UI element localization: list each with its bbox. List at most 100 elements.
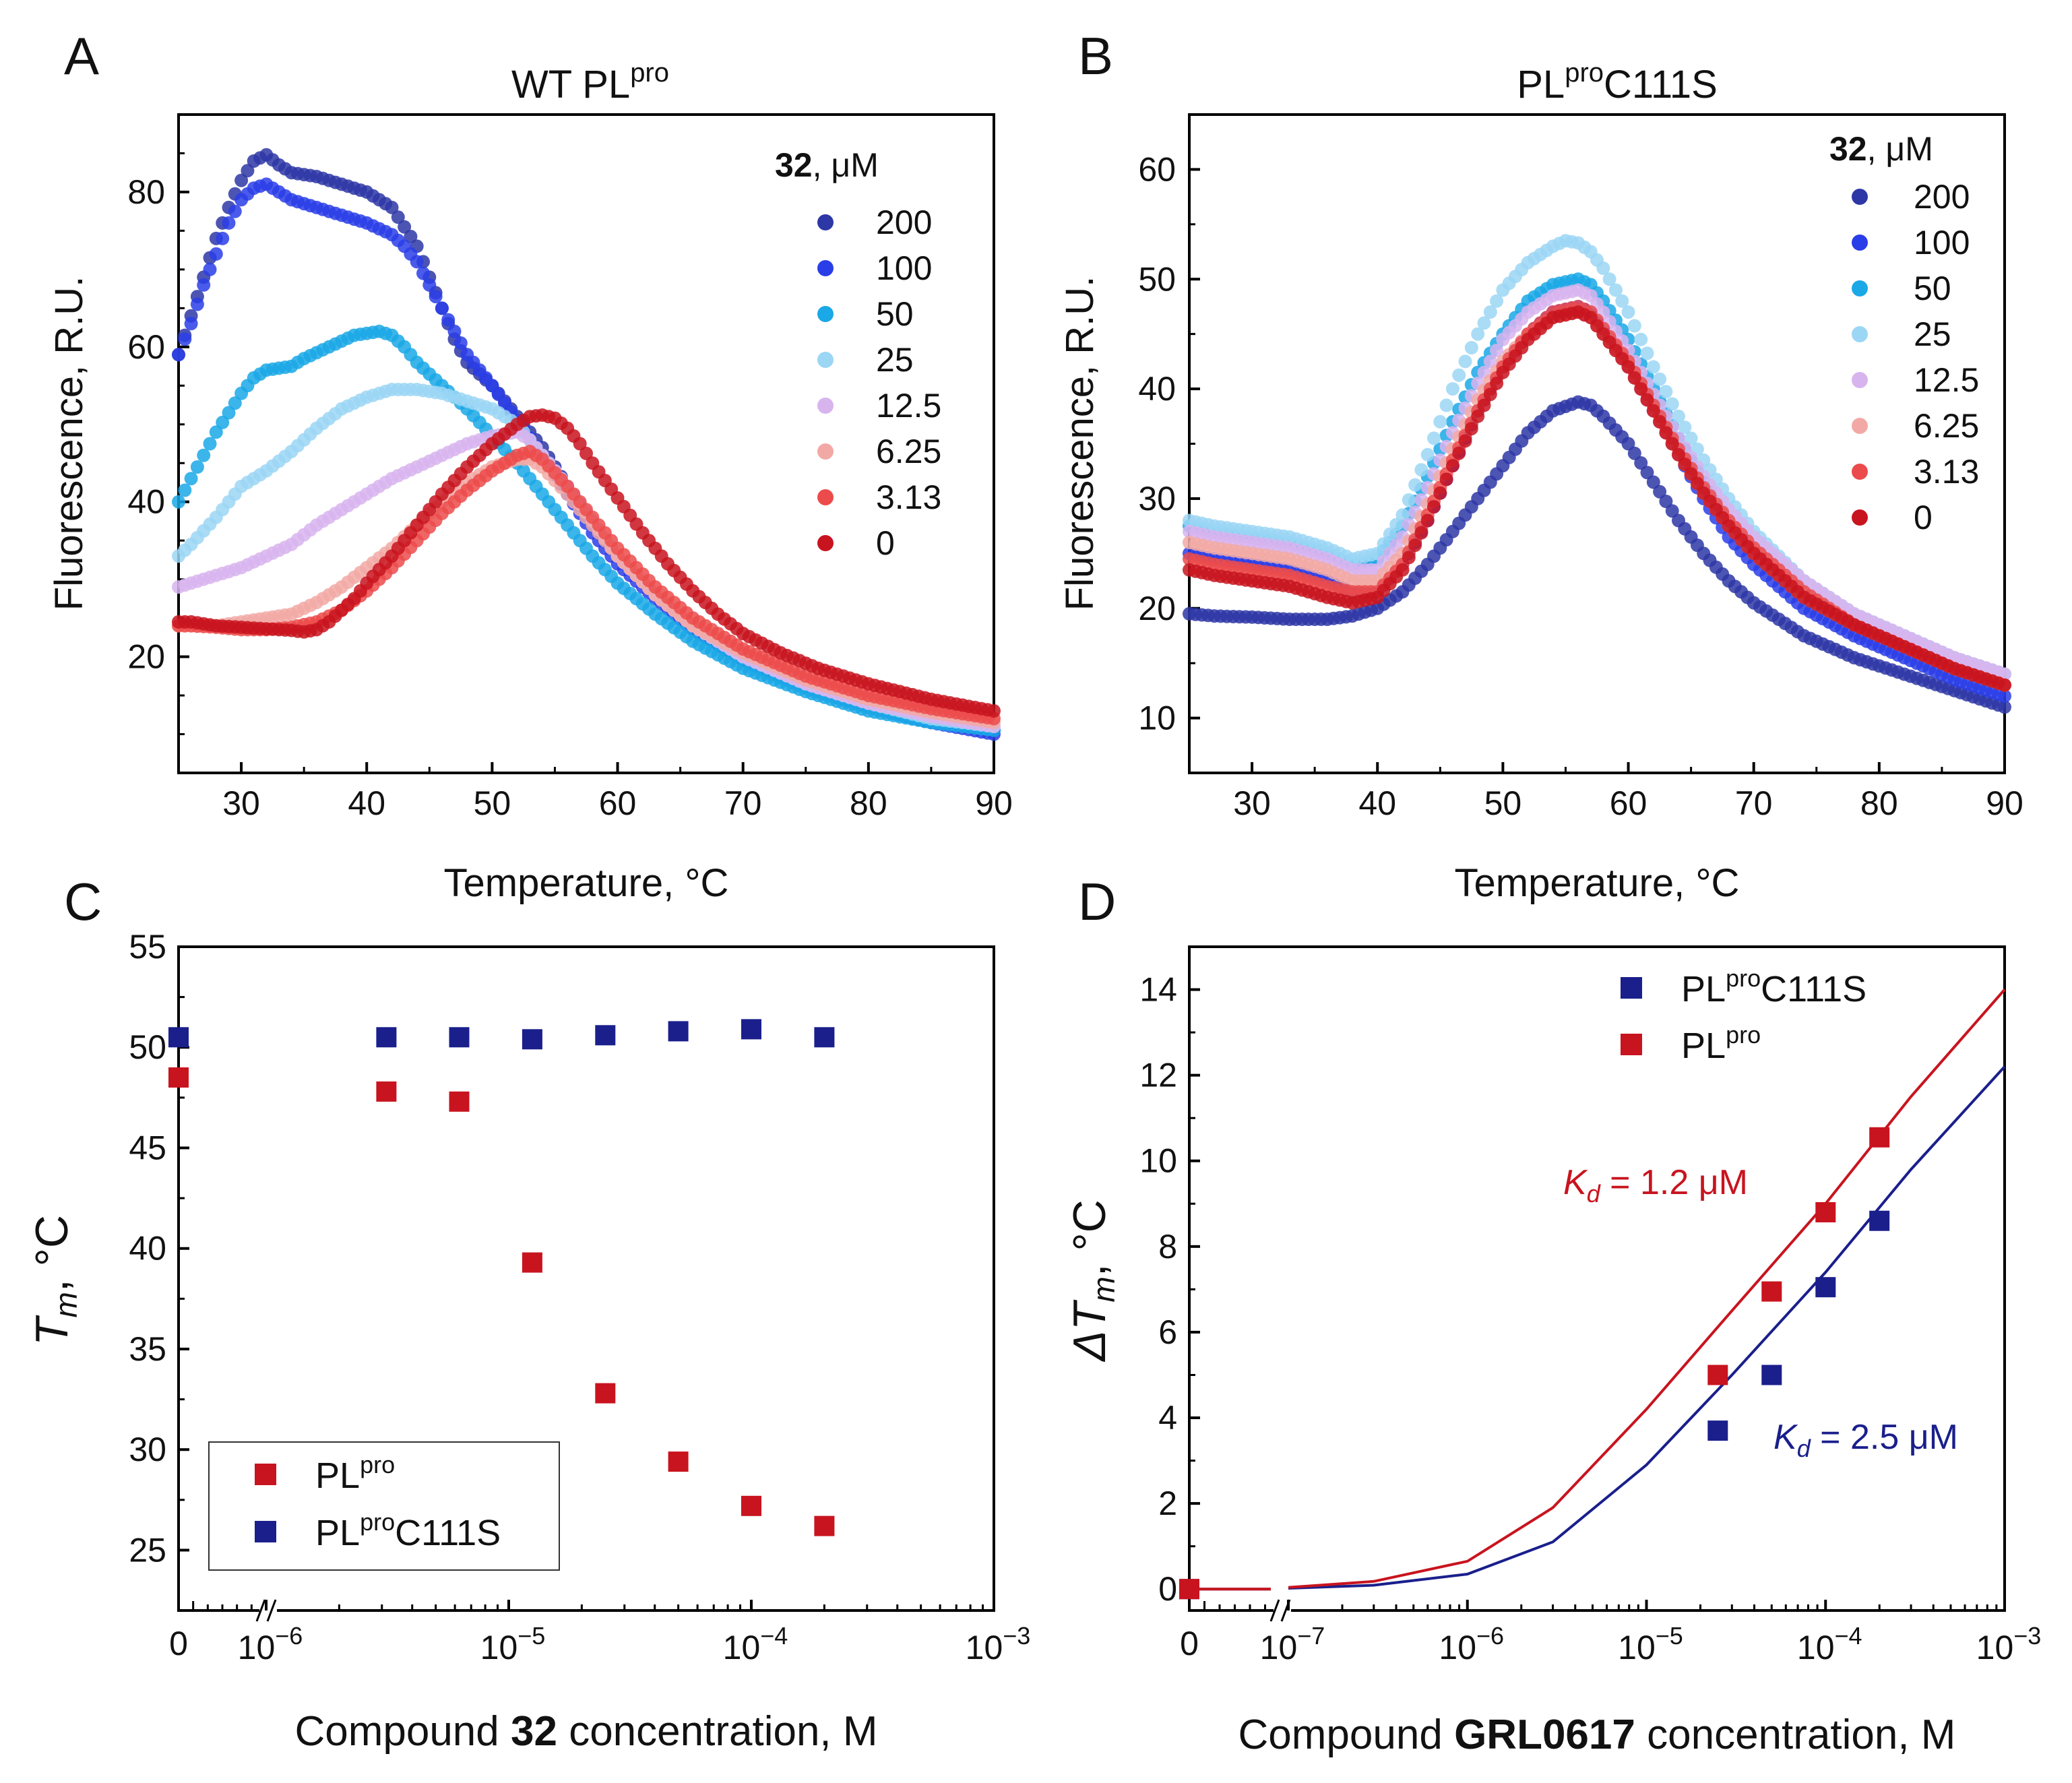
data-point — [1761, 1281, 1782, 1302]
data-point — [1377, 537, 1391, 551]
data-point — [1439, 472, 1453, 487]
y-tick-label: 6 — [1158, 1313, 1177, 1351]
x-tick-label: 70 — [724, 784, 762, 822]
data-point — [1490, 376, 1504, 390]
panel-d: D 0 10−7 10−6 10−5 10−4 10−3 0 2 4 6 8 10 12 14 ΔTm, … — [1064, 872, 2041, 1758]
x-tick-label: 10−4 — [723, 1622, 788, 1666]
data-point — [416, 266, 430, 280]
data-point — [228, 204, 242, 218]
data-point — [1414, 463, 1429, 477]
data-point — [595, 1383, 616, 1404]
data-point — [1477, 316, 1491, 330]
data-point — [404, 230, 418, 243]
x-tick-label: 40 — [1358, 784, 1396, 822]
legend-label-0: 0 — [1914, 499, 1933, 536]
data-point — [184, 317, 198, 331]
data-point — [741, 1019, 761, 1040]
data-point — [1684, 467, 1698, 481]
data-point-zero — [1179, 1579, 1199, 1600]
data-point — [1464, 422, 1478, 436]
data-point — [1815, 1277, 1836, 1298]
panel-b-x-axis-label: Temperature, °C — [1455, 861, 1740, 905]
y-tick-label: 50 — [129, 1028, 166, 1066]
x-tick-label: 80 — [1860, 784, 1898, 822]
legend-marker-0 — [817, 535, 834, 551]
data-point — [1640, 466, 1654, 480]
data-point — [1395, 563, 1410, 577]
data-point — [1659, 385, 1673, 399]
data-point — [1621, 305, 1635, 319]
legend-label-200: 200 — [1914, 178, 1970, 216]
y-tick-label: 80 — [127, 173, 165, 211]
y-tick-label: 10 — [1139, 1142, 1177, 1180]
x-tick-label: 10−4 — [1797, 1622, 1862, 1666]
data-point — [190, 460, 204, 474]
legend-marker-50 — [817, 306, 834, 322]
legend-marker-6.25 — [817, 443, 834, 460]
data-point — [1420, 447, 1435, 462]
x-tick-label: 50 — [1484, 784, 1522, 822]
data-point — [1640, 393, 1654, 407]
panel-a-letter: A — [64, 26, 99, 86]
x-tick-label: 30 — [222, 784, 260, 822]
legend-label-100: 100 — [1914, 224, 1970, 261]
data-point — [241, 164, 255, 178]
data-point — [1646, 475, 1660, 489]
x-tick-label: 10−7 — [1260, 1622, 1325, 1666]
y-tick-label: 10 — [1138, 699, 1176, 737]
legend-marker-6.25 — [1852, 418, 1868, 434]
panel-b-y-axis-label: Fluorescence, R.U. — [1058, 276, 1102, 611]
data-point — [668, 1451, 689, 1472]
y-tick-label: 14 — [1139, 971, 1177, 1009]
data-point — [228, 396, 242, 410]
data-point — [1408, 538, 1422, 553]
series-PLproC111S — [168, 1019, 835, 1050]
panel-c-data-layer — [168, 1019, 835, 1536]
panel-d-plot-frame — [1188, 945, 2006, 1612]
data-point — [1998, 700, 2011, 714]
panel-b: B PLproC111S 30 40 50 60 70 80 90102030405060 … — [1058, 26, 2023, 905]
x-tick-label: 10−3 — [1976, 1622, 2042, 1666]
legend-label-6.25: 6.25 — [1914, 407, 1979, 445]
y-tick-label: 40 — [127, 483, 165, 521]
panel-b-letter: B — [1078, 26, 1113, 86]
legend-marker-100 — [1852, 234, 1868, 251]
data-point — [1998, 689, 2011, 703]
data-point — [1634, 332, 1648, 346]
data-point — [1433, 486, 1447, 500]
data-point — [1383, 527, 1397, 541]
data-point — [398, 220, 412, 234]
data-point — [441, 313, 456, 327]
data-point — [197, 448, 211, 462]
x-tick-label: 10−6 — [1439, 1622, 1504, 1666]
data-point — [1420, 513, 1435, 528]
y-tick-label: 30 — [1138, 480, 1176, 518]
legend-label-100: 100 — [876, 249, 932, 287]
x-tick-label: 90 — [975, 784, 1013, 822]
data-point — [1483, 305, 1497, 319]
data-point — [1483, 387, 1497, 402]
panel-c-plot-frame — [177, 945, 995, 1612]
panel-c: C 0 10−6 10−5 10−4 10−3 25 30 35 40 45 50 55 Tm, °C… — [26, 872, 1030, 1755]
x-tick-label: 10−5 — [1618, 1622, 1683, 1666]
data-point — [190, 297, 204, 311]
data-point — [449, 1091, 470, 1112]
x-tick-label-zero: 0 — [1180, 1625, 1199, 1662]
x-tick-label: 60 — [599, 784, 637, 822]
legend-label-3.13: 3.13 — [1914, 453, 1979, 491]
fit-curve-PLpro — [1189, 989, 2006, 1591]
legend-label-200: 200 — [876, 204, 932, 241]
panel-b-plot-frame — [1188, 113, 2006, 774]
panel-a-plot-frame — [177, 113, 995, 774]
data-point — [1395, 508, 1410, 522]
panel-a-axes: 30 40 50 60 70 80 90 20 40 60 80 — [127, 113, 1013, 822]
data-point — [410, 255, 424, 269]
data-point — [1458, 354, 1472, 369]
data-point — [1998, 678, 2011, 692]
data-point — [1471, 409, 1485, 423]
data-point — [447, 324, 462, 338]
legend-label-50: 50 — [1914, 270, 1951, 307]
data-point — [1490, 294, 1504, 308]
data-point — [1452, 368, 1466, 382]
data-point — [391, 210, 405, 224]
